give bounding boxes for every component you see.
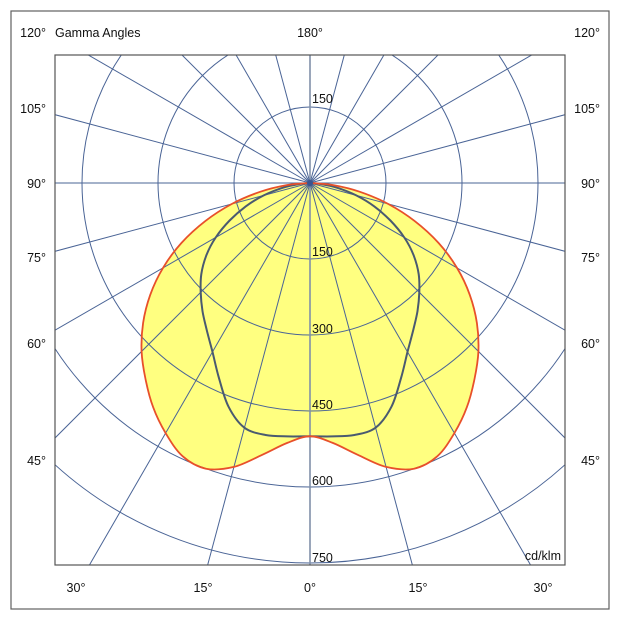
left-angle-label: 75° bbox=[27, 251, 46, 265]
bottom-angle-label: 15° bbox=[409, 581, 428, 595]
ring-label-300: 300 bbox=[312, 322, 333, 336]
ring-label-750: 750 bbox=[312, 551, 333, 565]
right-angle-label: 90° bbox=[581, 177, 600, 191]
left-angle-label: 120° bbox=[20, 26, 46, 40]
right-angle-label: 75° bbox=[581, 251, 600, 265]
left-angle-label: 90° bbox=[27, 177, 46, 191]
ring-label-450: 450 bbox=[312, 398, 333, 412]
top-angle-label: 180° bbox=[297, 26, 323, 40]
grid-ray bbox=[181, 55, 311, 184]
bottom-angle-label: 30° bbox=[67, 581, 86, 595]
ring-labels: 150 300 450 600 750 bbox=[312, 245, 333, 565]
grid-ray bbox=[309, 182, 565, 252]
right-angle-label: 45° bbox=[581, 454, 600, 468]
ring-label-150: 150 bbox=[312, 245, 333, 259]
curve-c0-c180 bbox=[140, 182, 480, 471]
grid-ray bbox=[309, 182, 532, 565]
intensity-curve-lines bbox=[140, 180, 480, 471]
grid-ray bbox=[87, 55, 311, 184]
grid-ray bbox=[207, 182, 311, 565]
angle-labels: 120° 105° 90° 75° 60° 45° 120° 105° 90° 75° 60° 45°… bbox=[20, 26, 600, 595]
ring-label-above-150: 150 bbox=[312, 92, 333, 106]
grid-ray bbox=[309, 182, 565, 331]
left-angle-label: 105° bbox=[20, 102, 46, 116]
grid-ray bbox=[55, 114, 311, 184]
center-point bbox=[307, 180, 313, 186]
right-angle-label: 60° bbox=[581, 337, 600, 351]
grid-ray bbox=[309, 182, 413, 565]
right-angle-label: 120° bbox=[574, 26, 600, 40]
ring-label-600: 600 bbox=[312, 474, 333, 488]
grid-ray bbox=[309, 114, 565, 184]
chart-title: Gamma Angles bbox=[55, 26, 140, 40]
bottom-angle-label: 0° bbox=[304, 581, 316, 595]
right-angle-label: 105° bbox=[574, 102, 600, 116]
grid-ray bbox=[55, 182, 311, 331]
grid-ray bbox=[309, 182, 565, 439]
grid-ray bbox=[88, 182, 311, 565]
plot-frame bbox=[54, 54, 566, 566]
left-angle-label: 45° bbox=[27, 454, 46, 468]
bottom-angle-label: 30° bbox=[534, 581, 553, 595]
bottom-angle-label: 15° bbox=[194, 581, 213, 595]
grid-ray bbox=[309, 55, 533, 184]
left-angle-label: 60° bbox=[27, 337, 46, 351]
grid-ray bbox=[55, 182, 311, 252]
unit-label: cd/klm bbox=[525, 549, 561, 563]
grid-ray bbox=[309, 55, 439, 184]
grid-ray bbox=[55, 182, 311, 439]
